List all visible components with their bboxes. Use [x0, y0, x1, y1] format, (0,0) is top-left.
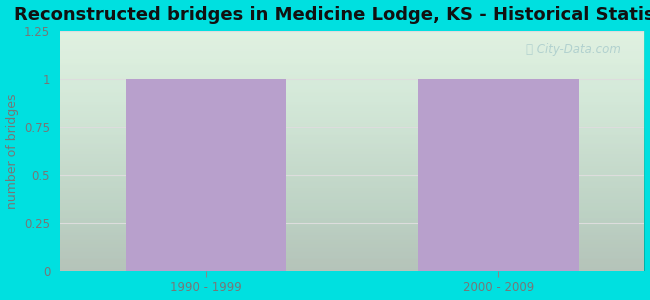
Text: 🔍 City-Data.com: 🔍 City-Data.com [526, 43, 621, 56]
Title: Reconstructed bridges in Medicine Lodge, KS - Historical Statistics: Reconstructed bridges in Medicine Lodge,… [14, 6, 650, 24]
Bar [125, 79, 287, 271]
Bar [418, 79, 578, 271]
Y-axis label: number of bridges: number of bridges [6, 93, 19, 208]
